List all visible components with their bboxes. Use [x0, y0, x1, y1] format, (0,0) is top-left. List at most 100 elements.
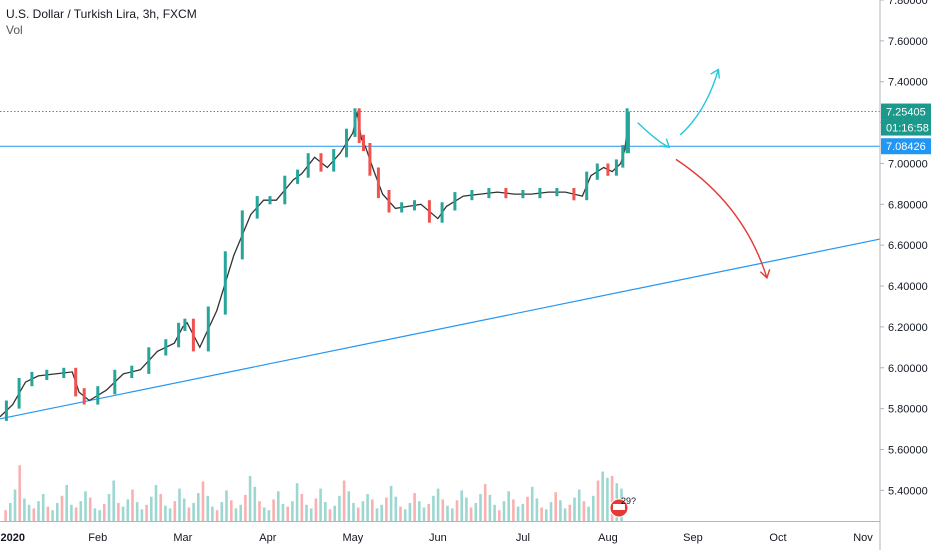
- y-tick-label: 7.80000: [888, 0, 928, 7]
- volume-bar: [192, 503, 195, 521]
- x-tick-label: Sep: [683, 532, 703, 544]
- volume-bar: [559, 500, 562, 521]
- volume-bar: [74, 507, 78, 521]
- volume-bar: [319, 488, 322, 521]
- candle: [606, 163, 610, 176]
- y-tick-label: 6.00000: [888, 363, 928, 375]
- event-flag-stripe: [612, 504, 625, 510]
- volume-bar: [592, 495, 595, 521]
- volume-bar: [587, 506, 590, 521]
- volume-bar: [4, 510, 7, 521]
- volume-bar: [361, 501, 365, 521]
- candle: [538, 188, 542, 199]
- volume-bar: [60, 495, 64, 521]
- volume-bar: [465, 497, 468, 521]
- volume-bar: [507, 491, 510, 521]
- candle: [183, 318, 187, 331]
- volume-bar: [112, 480, 115, 521]
- volume-bar: [65, 485, 68, 521]
- x-tick-label: Aug: [598, 532, 618, 544]
- volume-bar: [577, 489, 581, 521]
- candle: [504, 188, 508, 199]
- volume-bar: [347, 491, 351, 521]
- candle: [240, 210, 244, 260]
- candle: [621, 145, 625, 168]
- candle: [572, 188, 576, 201]
- volume-bar: [483, 484, 487, 521]
- candle: [283, 175, 287, 205]
- volume-bar: [521, 503, 525, 521]
- current-price-label-bg: [881, 103, 931, 120]
- candle: [206, 306, 210, 352]
- candle: [362, 134, 365, 152]
- y-tick-label: 5.80000: [888, 404, 928, 416]
- volume-bar: [512, 499, 515, 521]
- volume-bar: [432, 495, 435, 521]
- volume-bar: [596, 480, 600, 521]
- candle: [319, 153, 323, 172]
- candle: [470, 190, 474, 201]
- bullish-arrow: [679, 69, 720, 136]
- levels-layer: [0, 111, 880, 147]
- candle: [255, 196, 259, 219]
- volume-bar: [9, 503, 12, 521]
- volume-bar: [540, 507, 543, 521]
- candle: [387, 190, 391, 213]
- candle: [4, 400, 8, 421]
- volume-bar: [70, 504, 73, 521]
- countdown-label: 01:16:58: [886, 123, 929, 135]
- y-tick-label: 7.40000: [888, 77, 928, 89]
- volume-bar: [248, 476, 252, 521]
- volume-bar: [23, 498, 26, 521]
- bearish-arrowhead: [759, 269, 771, 280]
- candle: [453, 192, 457, 211]
- volume-bar: [394, 496, 398, 521]
- volume-bar: [272, 499, 275, 521]
- candle: [427, 200, 431, 223]
- volume-bar: [418, 501, 421, 521]
- trendline: [0, 238, 881, 420]
- volume-bar: [201, 481, 205, 521]
- volume-bar: [262, 507, 266, 521]
- volume-bar: [220, 502, 224, 521]
- x-tick-label: Feb: [88, 532, 107, 544]
- volume-bar: [502, 501, 506, 521]
- volume-bar: [13, 489, 17, 521]
- candle: [62, 367, 66, 378]
- countdown-label-bg: [881, 119, 931, 136]
- volume-bar: [27, 504, 31, 521]
- x-tick-label: Nov: [853, 532, 873, 544]
- chart-title: U.S. Dollar / Turkish Lira, 3h, FXCM: [6, 7, 197, 21]
- volume-layer: [4, 465, 623, 521]
- x-tick-label: Jun: [429, 532, 447, 544]
- volume-bar: [98, 510, 101, 521]
- volume-bar: [554, 492, 557, 521]
- volume-bar: [103, 503, 106, 521]
- volume-bar: [131, 489, 134, 521]
- volume-legend: Vol: [6, 23, 23, 37]
- volume-bar: [32, 508, 36, 521]
- volume-bar: [135, 502, 139, 521]
- volume-bar: [295, 483, 299, 521]
- volume-bar: [168, 508, 172, 521]
- volume-bar: [309, 508, 313, 521]
- volume-bar: [333, 505, 336, 521]
- volume-bar: [441, 499, 445, 521]
- candle: [353, 108, 357, 137]
- volume-bar: [469, 507, 473, 521]
- volume-bar: [455, 500, 459, 521]
- volume-bar: [173, 501, 177, 521]
- volume-bar: [93, 508, 97, 521]
- volume-bar: [460, 490, 463, 521]
- volume-bar: [37, 501, 40, 521]
- candle: [17, 378, 21, 409]
- candle: [191, 318, 195, 352]
- volume-bar: [568, 504, 572, 521]
- volume-bar: [610, 476, 614, 521]
- volume-bar: [150, 496, 153, 521]
- volume-bar: [389, 485, 393, 521]
- volume-bar: [18, 465, 21, 521]
- volume-bar: [159, 494, 162, 521]
- y-tick-label: 6.40000: [888, 281, 928, 293]
